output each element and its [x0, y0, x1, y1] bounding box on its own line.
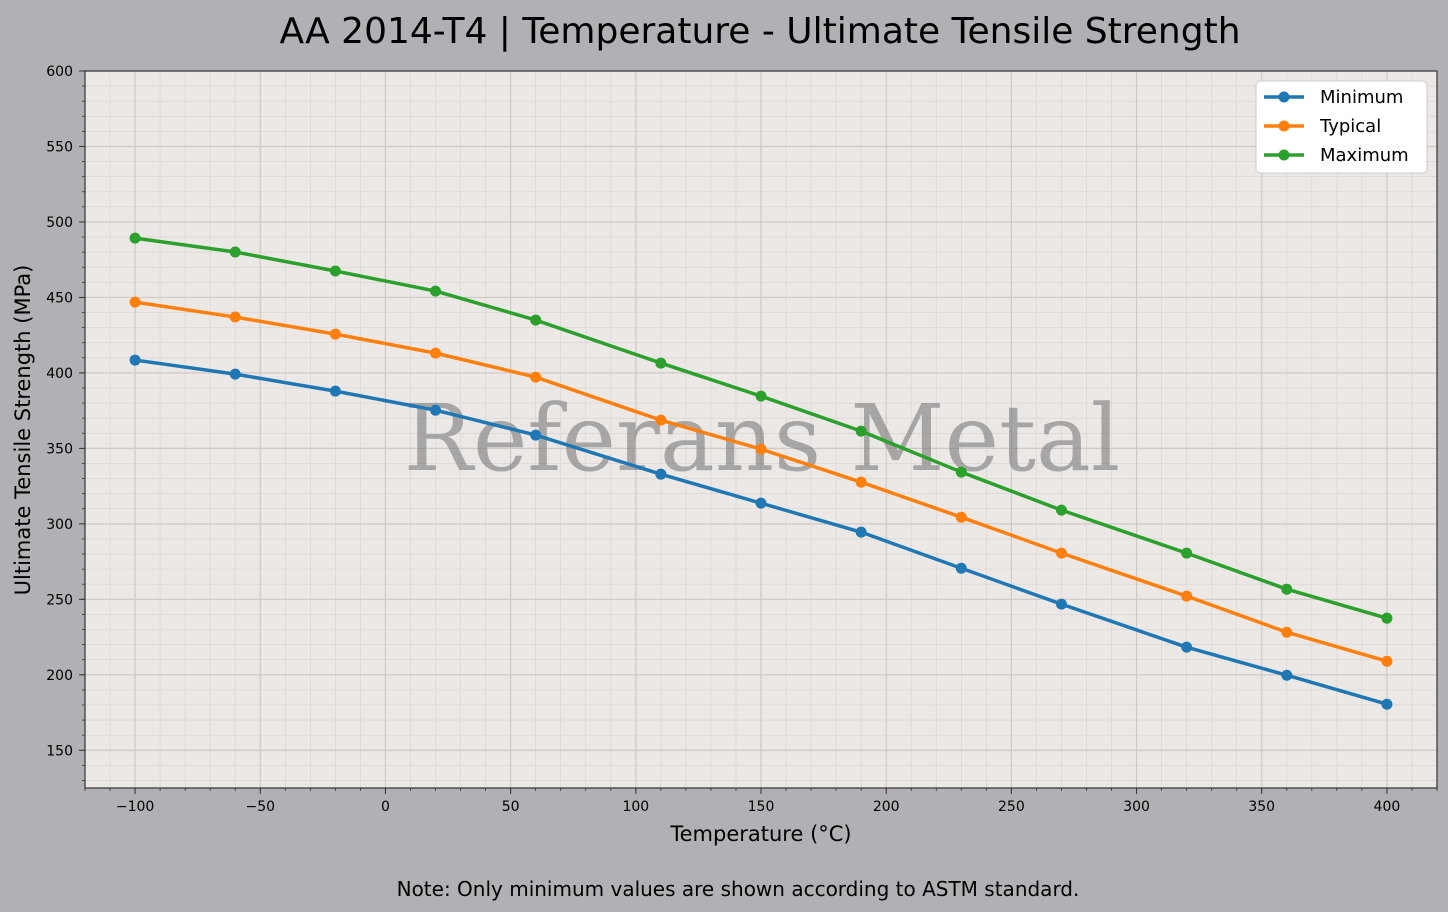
footnote: Note: Only minimum values are shown acco…	[397, 877, 1080, 901]
x-tick-label: 200	[873, 799, 900, 815]
legend-label-typical: Typical	[1319, 116, 1381, 137]
data-point-maximum	[1055, 504, 1067, 516]
data-point-minimum	[955, 562, 967, 574]
data-point-typical	[755, 443, 767, 455]
data-point-typical	[430, 347, 442, 359]
data-point-typical	[1381, 655, 1393, 667]
data-point-typical	[329, 328, 341, 340]
data-point-maximum	[430, 285, 442, 297]
data-point-minimum	[129, 354, 141, 366]
ticks: −100 −50 0 50 100 150 200 250 300 350 400 150 200 250…	[46, 64, 1438, 815]
grid	[84, 70, 1438, 788]
watermark: Referans Metal	[404, 385, 1121, 492]
data-point-typical	[655, 414, 667, 426]
chart-title: AA 2014-T4 | Temperature - Ultimate Tens…	[279, 11, 1240, 52]
data-point-minimum	[430, 404, 442, 416]
series-layer	[129, 232, 1393, 710]
data-point-typical	[855, 476, 867, 488]
legend-marker-minimum	[1278, 91, 1290, 103]
y-tick-label: 450	[46, 290, 73, 306]
data-point-maximum	[755, 390, 767, 402]
data-point-maximum	[955, 466, 967, 478]
data-point-maximum	[530, 314, 542, 326]
data-point-maximum	[329, 265, 341, 277]
x-tick-label: 0	[381, 799, 390, 815]
data-point-minimum	[755, 497, 767, 509]
data-point-minimum	[530, 429, 542, 441]
data-point-minimum	[1181, 641, 1193, 653]
x-tick-label: 150	[748, 799, 775, 815]
data-point-typical	[229, 311, 241, 323]
x-tick-label: −50	[245, 799, 275, 815]
data-point-maximum	[1281, 583, 1293, 595]
y-tick-label: 150	[46, 743, 73, 759]
data-point-maximum	[1381, 612, 1393, 624]
legend: Minimum Typical Maximum	[1255, 80, 1428, 174]
data-point-maximum	[129, 232, 141, 244]
data-point-typical	[955, 511, 967, 523]
data-point-typical	[1281, 626, 1293, 638]
y-tick-label: 350	[46, 441, 73, 457]
data-point-minimum	[1055, 598, 1067, 610]
data-point-maximum	[655, 357, 667, 369]
data-point-minimum	[655, 468, 667, 480]
data-point-minimum	[329, 385, 341, 397]
data-point-minimum	[855, 526, 867, 538]
x-tick-label: 350	[1248, 799, 1275, 815]
y-tick-label: 400	[46, 366, 73, 382]
data-point-typical	[530, 371, 542, 383]
x-tick-label: −100	[116, 799, 154, 815]
legend-marker-maximum	[1278, 149, 1290, 161]
data-point-minimum	[229, 368, 241, 380]
legend-marker-typical	[1278, 120, 1290, 132]
x-tick-label: 50	[502, 799, 520, 815]
y-axis-label: Ultimate Tensile Strength (MPa)	[11, 265, 35, 596]
data-point-typical	[129, 296, 141, 308]
data-point-maximum	[1181, 547, 1193, 559]
data-point-minimum	[1381, 698, 1393, 710]
data-point-maximum	[229, 246, 241, 258]
legend-label-maximum: Maximum	[1320, 145, 1409, 166]
legend-label-minimum: Minimum	[1320, 87, 1403, 108]
y-tick-label: 250	[46, 592, 73, 608]
legend-box	[1255, 80, 1428, 174]
x-tick-label: 300	[1123, 799, 1150, 815]
x-axis-label: Temperature (°C)	[669, 822, 851, 846]
y-tick-label: 600	[46, 64, 73, 80]
data-point-typical	[1181, 590, 1193, 602]
y-tick-label: 200	[46, 668, 73, 684]
data-point-typical	[1055, 547, 1067, 559]
x-tick-label: 250	[998, 799, 1025, 815]
data-point-maximum	[855, 425, 867, 437]
data-point-minimum	[1281, 669, 1293, 681]
x-tick-label: 400	[1374, 799, 1401, 815]
y-tick-label: 500	[46, 215, 73, 231]
y-tick-label: 550	[46, 139, 73, 155]
y-tick-label: 300	[46, 517, 73, 533]
x-tick-label: 100	[622, 799, 649, 815]
